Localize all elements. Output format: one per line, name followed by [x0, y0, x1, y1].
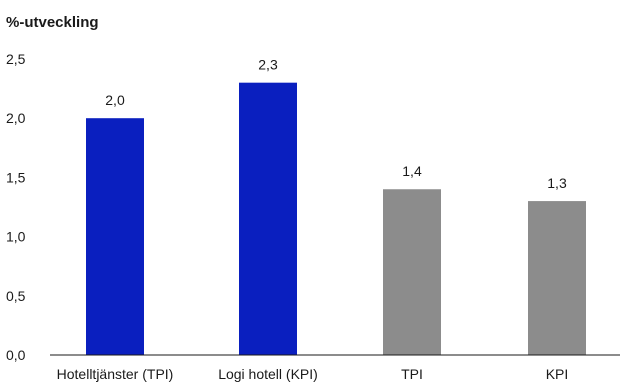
y-tick-label: 1,5	[6, 169, 26, 185]
category-label: Hotelltjänster (TPI)	[57, 366, 174, 382]
bar	[239, 82, 297, 356]
y-tick-label: 2,0	[6, 110, 26, 126]
data-labels: 2,0 2,3 1,4 1,3	[105, 57, 567, 191]
y-tick-label: 0,0	[6, 347, 26, 363]
bar-value-label: 2,3	[258, 57, 278, 73]
bar-value-label: 2,0	[105, 92, 125, 108]
category-label: KPI	[546, 366, 569, 382]
y-tick-label: 0,5	[6, 288, 26, 304]
category-label: TPI	[401, 366, 423, 382]
bars	[86, 82, 586, 356]
bar-value-label: 1,4	[402, 163, 422, 179]
bar-value-label: 1,3	[547, 175, 567, 191]
y-tick-label: 2,5	[6, 51, 26, 67]
bar	[86, 118, 144, 355]
chart-title: %-utveckling	[6, 14, 99, 31]
category-labels: Hotelltjänster (TPI) Logi hotell (KPI) TPI…	[57, 366, 569, 382]
y-axis-ticks: 0,0 0,5 1,0 1,5 2,0 2,5	[6, 51, 26, 363]
category-label: Logi hotell (KPI)	[218, 366, 318, 382]
y-tick-label: 1,0	[6, 229, 26, 245]
bar	[528, 201, 586, 355]
bar	[383, 189, 441, 355]
